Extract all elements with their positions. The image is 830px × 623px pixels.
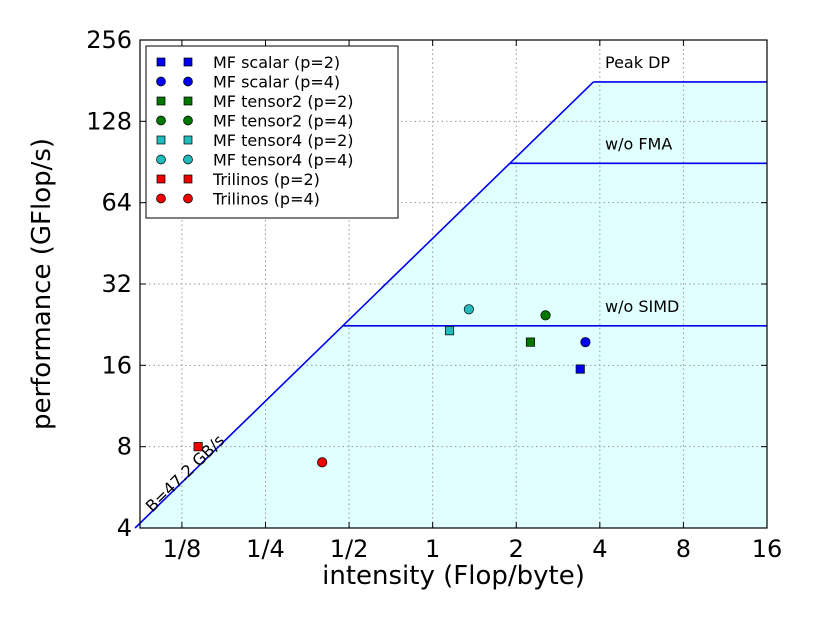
x-tick-label: 1/8 bbox=[163, 535, 202, 563]
roofline-layer bbox=[134, 81, 767, 529]
legend-marker bbox=[183, 76, 193, 87]
legend-entry-label: MF tensor4 (p=2) bbox=[213, 131, 354, 150]
legend-marker bbox=[183, 115, 193, 126]
legend-marker bbox=[156, 76, 166, 87]
x-axis-label: intensity (Flop/byte) bbox=[322, 561, 585, 591]
legend-box bbox=[145, 45, 399, 219]
legend-marker bbox=[183, 193, 193, 204]
legend-entry-label: MF scalar (p=4) bbox=[213, 73, 340, 92]
ceiling-label: w/o SIMD bbox=[605, 297, 679, 316]
attainable-region-layer bbox=[135, 81, 768, 529]
legend-marker bbox=[156, 135, 166, 145]
legend-entry-label: MF tensor2 (p=2) bbox=[213, 92, 354, 111]
legend-marker bbox=[156, 57, 166, 67]
tick-layer: 1/8 1/4 1/2 1 2 4 8 16 4 8 16 32 64 128 256 bbox=[86, 26, 782, 563]
legend-entry-label: MF scalar (p=2) bbox=[213, 53, 340, 72]
x-tick-label: 1/4 bbox=[246, 535, 285, 563]
y-tick-label: 8 bbox=[117, 433, 132, 461]
legend-marker bbox=[183, 174, 193, 184]
data-points-layer bbox=[193, 304, 591, 468]
legend-marker bbox=[156, 174, 166, 184]
legend-entry-label: MF tensor2 (p=4) bbox=[213, 112, 354, 131]
legend-entry-label: MF tensor4 (p=4) bbox=[213, 151, 354, 170]
x-tick-label: 1/2 bbox=[330, 535, 369, 563]
y-tick-label: 16 bbox=[101, 351, 132, 379]
data-point bbox=[525, 337, 536, 347]
y-axis-label: performance (GFlop/s) bbox=[27, 138, 57, 430]
data-point bbox=[193, 442, 203, 452]
legend-entry-label: Trilinos (p=4) bbox=[212, 190, 320, 209]
y-tick-label: 4 bbox=[117, 514, 132, 542]
legend-marker bbox=[183, 57, 193, 67]
x-tick-label: 16 bbox=[752, 535, 783, 563]
data-point bbox=[463, 304, 474, 315]
y-tick-label: 256 bbox=[86, 26, 132, 54]
y-tick-label: 64 bbox=[101, 189, 132, 217]
data-point bbox=[444, 326, 455, 336]
x-tick-label: 1 bbox=[425, 535, 440, 563]
legend-entry-label: Trilinos (p=2) bbox=[212, 170, 320, 189]
data-point bbox=[575, 364, 585, 374]
legend-marker bbox=[156, 193, 166, 204]
ceiling-label: Peak DP bbox=[605, 53, 670, 72]
legend-marker bbox=[183, 135, 193, 145]
legend-marker bbox=[183, 96, 193, 106]
legend-marker bbox=[156, 154, 166, 165]
legend-marker bbox=[183, 154, 193, 165]
legend-marker bbox=[156, 115, 166, 126]
data-point bbox=[317, 457, 328, 468]
data-point bbox=[540, 310, 551, 321]
data-point bbox=[580, 337, 591, 348]
legend-marker bbox=[156, 96, 166, 106]
y-tick-label: 32 bbox=[101, 270, 132, 298]
y-tick-label: 128 bbox=[86, 107, 132, 135]
x-tick-label: 2 bbox=[509, 535, 524, 563]
bandwidth-roof-line bbox=[134, 81, 594, 529]
x-tick-label: 4 bbox=[592, 535, 607, 563]
x-tick-label: 8 bbox=[676, 535, 691, 563]
legend: MF scalar (p=2)MF scalar (p=4)MF tensor2… bbox=[145, 45, 399, 219]
ceiling-label: w/o FMA bbox=[605, 134, 672, 153]
attainable-region bbox=[135, 81, 768, 529]
